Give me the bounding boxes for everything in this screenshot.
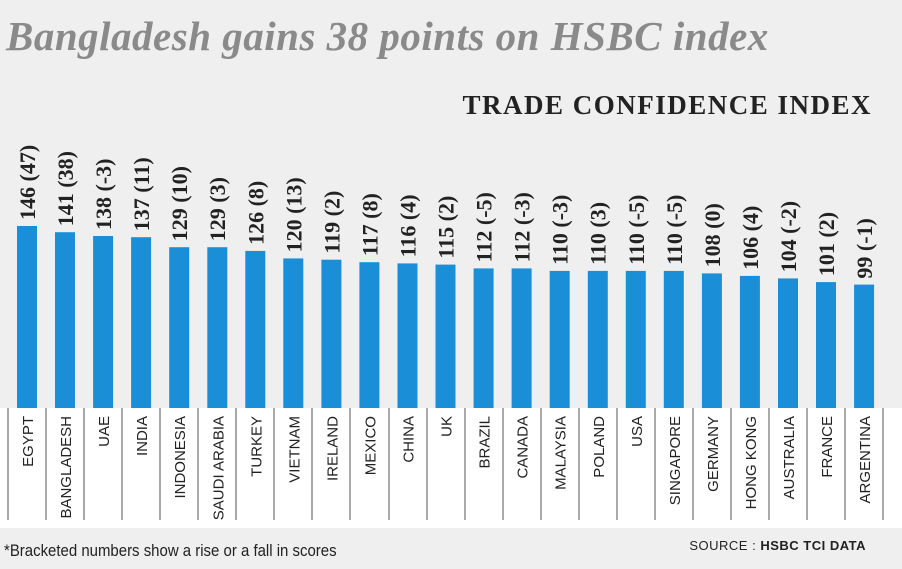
category-label: SAUDI ARABIA	[210, 416, 227, 520]
bar-brazil	[473, 268, 494, 408]
category-label: INDONESIA	[172, 416, 189, 499]
footnote: *Bracketed numbers show a rise or a fall…	[4, 541, 337, 560]
bar-bangladesh	[55, 232, 75, 408]
category-label: UAE	[96, 416, 113, 447]
bar-uk	[435, 264, 456, 408]
bar-hong-kong	[739, 275, 760, 408]
bar-indonesia	[169, 247, 190, 408]
data-label: 115 (2)	[434, 196, 459, 259]
bar-saudi-arabia	[207, 247, 228, 408]
bar-turkey	[245, 250, 266, 408]
source-label: SOURCE :	[689, 538, 757, 553]
chart-subtitle: TRADE CONFIDENCE INDEX	[462, 90, 872, 120]
category-label: SINGAPORE	[667, 416, 684, 505]
data-label: 110 (-5)	[624, 195, 649, 265]
bar-ireland	[321, 259, 342, 408]
data-label: 129 (10)	[167, 166, 192, 241]
category-label: MEXICO	[362, 416, 379, 475]
category-label: MALAYSIA	[553, 416, 570, 490]
data-label: 137 (11)	[129, 157, 154, 231]
source-credit: SOURCE : HSBC TCI DATA	[689, 538, 866, 553]
data-label: 112 (-5)	[472, 192, 497, 262]
bar-australia	[778, 278, 798, 408]
data-label: 112 (-3)	[510, 192, 535, 262]
bar-singapore	[663, 270, 684, 408]
bar-uae	[93, 236, 114, 408]
bar-vietnam	[283, 258, 304, 408]
category-label: BANGLADESH	[58, 416, 75, 519]
data-label: 106 (4)	[738, 206, 763, 270]
bar-malaysia	[549, 270, 570, 408]
data-label: 129 (3)	[205, 177, 230, 241]
category-label: FRANCE	[819, 416, 836, 478]
data-label: 110 (-5)	[662, 195, 687, 265]
category-label: GERMANY	[705, 416, 722, 492]
data-label: 99 (-1)	[852, 218, 877, 278]
data-label: 146 (47)	[15, 145, 40, 220]
data-label: 119 (2)	[319, 191, 344, 254]
bar-canada	[511, 268, 532, 408]
category-label: VIETNAM	[286, 416, 303, 483]
bar-india	[131, 237, 152, 408]
data-label: 141 (38)	[53, 151, 78, 226]
data-label: 138 (-3)	[91, 158, 116, 229]
data-label: 117 (8)	[357, 193, 382, 256]
category-band	[0, 408, 902, 528]
category-label: CHINA	[401, 416, 418, 463]
data-label: 116 (4)	[396, 194, 421, 257]
bar-usa	[625, 270, 646, 408]
category-label: UK	[439, 416, 456, 437]
data-label: 108 (0)	[700, 203, 725, 267]
bar-germany	[701, 273, 722, 408]
data-label: 104 (-2)	[776, 201, 801, 272]
bar-egypt	[17, 226, 37, 408]
bar-china	[397, 263, 418, 408]
bar-mexico	[359, 262, 380, 408]
category-label: INDIA	[134, 416, 151, 456]
source-value: HSBC TCI DATA	[760, 538, 866, 553]
headline: Bangladesh gains 38 points on HSBC index	[6, 13, 769, 59]
data-label: 110 (-3)	[548, 195, 573, 265]
category-label: IRELAND	[324, 416, 341, 481]
category-label: HONG KONG	[743, 416, 760, 509]
bar-france	[816, 282, 836, 408]
category-label: USA	[629, 416, 646, 447]
data-label: 120 (13)	[281, 177, 306, 252]
category-label: AUSTRALIA	[781, 416, 798, 499]
data-label: 110 (3)	[586, 202, 611, 265]
category-label: POLAND	[591, 416, 608, 478]
category-label: EGYPT	[20, 416, 37, 467]
data-label: 101 (2)	[814, 212, 839, 276]
category-label: BRAZIL	[477, 416, 494, 469]
bar-argentina	[854, 284, 875, 408]
category-label: ARGENTINA	[857, 416, 874, 504]
category-label: TURKEY	[248, 416, 265, 477]
data-label: 126 (8)	[243, 181, 268, 245]
bar-poland	[587, 270, 608, 408]
category-label: CANADA	[515, 416, 532, 479]
